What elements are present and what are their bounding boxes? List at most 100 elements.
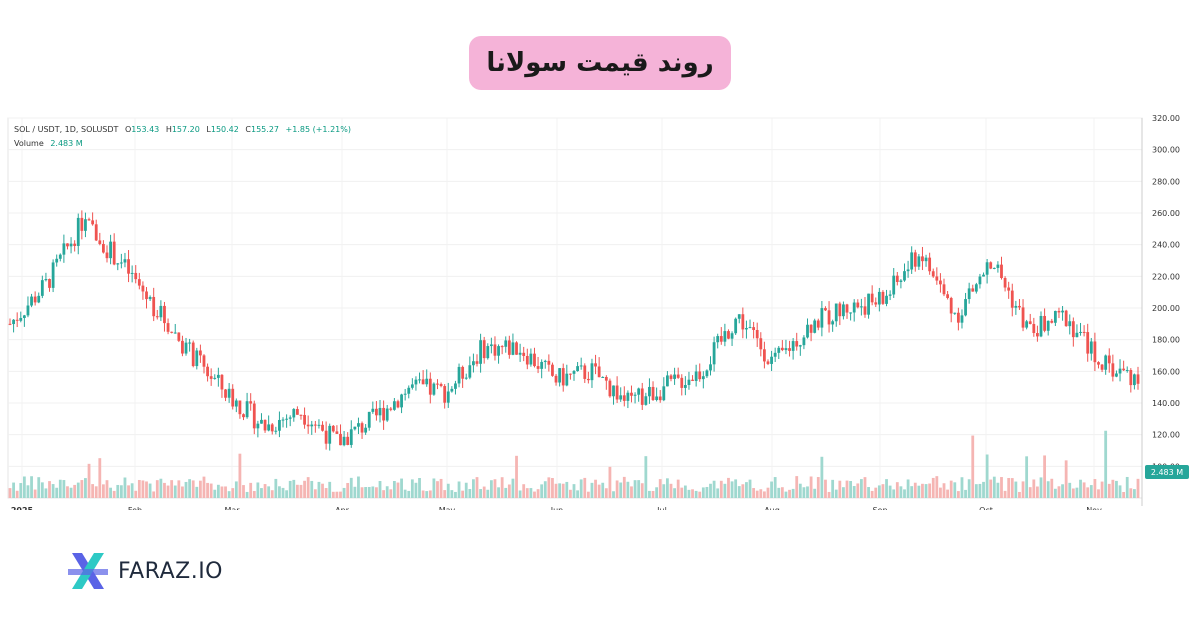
volume-bar [852,486,856,498]
candle-body [576,366,579,372]
volume-bar [1089,485,1093,498]
candle-body [583,365,587,379]
candle-body [921,256,924,262]
volume-bar [278,486,281,498]
candle-body [450,388,454,392]
volume-bar [489,480,493,498]
candle-body [317,424,321,426]
volume-bar [748,479,752,498]
volume-bar [525,488,529,498]
volume-bar [109,487,112,498]
volume-bar [734,479,738,498]
volume-bar [838,480,842,498]
volume-bar [198,480,202,498]
volume-bar [561,483,565,498]
candle-body [357,423,360,427]
volume-bar [1122,491,1126,498]
volume-bar [759,489,763,498]
candle-body [288,417,292,419]
volume-bar [40,482,44,498]
candle-body [759,338,763,350]
volume-bar [245,491,249,498]
volume-bar [745,482,748,498]
volume-bar [773,477,777,498]
time-tick-label: Nov [1086,506,1102,510]
volume-bar [306,477,310,498]
volume-bar [188,479,192,498]
candle-body [730,333,734,339]
volume-bar [913,482,917,498]
volume-bar [500,477,504,498]
candle-body [148,296,152,300]
volume-bar [946,489,950,498]
volume-bar [281,487,285,498]
volume-bar [1021,481,1025,498]
volume-bar [691,489,694,498]
volume-bar [464,482,468,498]
volume-bar [446,483,450,498]
candle-body [1018,305,1021,308]
volume-bar [974,484,978,498]
volume-bar [626,481,630,498]
volume-bar [66,486,69,498]
volume-bar [842,487,845,498]
candle-body [8,323,12,325]
candle-body [806,324,809,338]
candle-body [956,312,960,323]
candle-body [278,419,281,431]
volume-bar [421,490,425,498]
candle-body [375,408,378,416]
volume-bar [378,481,382,498]
price-tick-label: 260.00 [1152,209,1180,218]
volume-bar [213,489,217,498]
candle-body [612,385,615,397]
candle-body [795,341,799,347]
candle-body [313,424,317,426]
candle-body [51,262,55,288]
candle-body [831,321,835,325]
price-chart[interactable]: 320.00 300.00 280.00 260.00 240.00 220.00 200.… [0,110,1200,510]
candle-body [1068,321,1072,327]
ohlc-legend: SOL / USDT, 1D, SOLUSDT O153.43 H157.20 … [14,125,351,134]
candle-body [903,271,906,281]
candle-body [371,408,375,412]
candle-body [989,262,993,269]
candle-body [263,419,267,431]
candle-body [1136,374,1140,384]
candle-body [601,376,605,378]
brand-logo[interactable]: FARAZ.IO [66,549,223,593]
candle-body [705,370,709,377]
candle-body [949,297,953,314]
candle-body [558,368,562,383]
volume-bar [497,487,500,498]
candle-body [694,371,698,381]
volume-bar [141,480,145,498]
volume-bar [1050,478,1054,498]
volume-bar [895,482,899,498]
volume-bar [777,487,781,498]
candle-body [274,430,278,432]
price-tick-label: 300.00 [1152,146,1180,155]
chart-svg[interactable]: 320.00 300.00 280.00 260.00 240.00 220.00 200.… [0,110,1200,510]
candle-body [1100,364,1104,370]
volume-bar [80,480,84,498]
volume-bar [1043,455,1046,498]
volume-bar [601,482,605,498]
volume-bar [1129,488,1133,498]
candle-body [270,424,274,432]
volume-bar [375,487,378,498]
volume-bar [249,482,253,498]
candle-body [58,254,62,259]
candle-body [1122,368,1126,371]
volume-bar [511,478,515,498]
volume-bar [288,480,292,498]
candle-body [335,431,339,434]
volume-bar [680,487,684,498]
volume-bar [468,489,472,498]
candle-body [1046,320,1050,331]
candle-body [382,407,386,421]
volume-bar [461,490,465,498]
volume-bar [795,476,799,498]
legend-close-label: C [245,125,251,134]
candle-body [770,356,773,364]
